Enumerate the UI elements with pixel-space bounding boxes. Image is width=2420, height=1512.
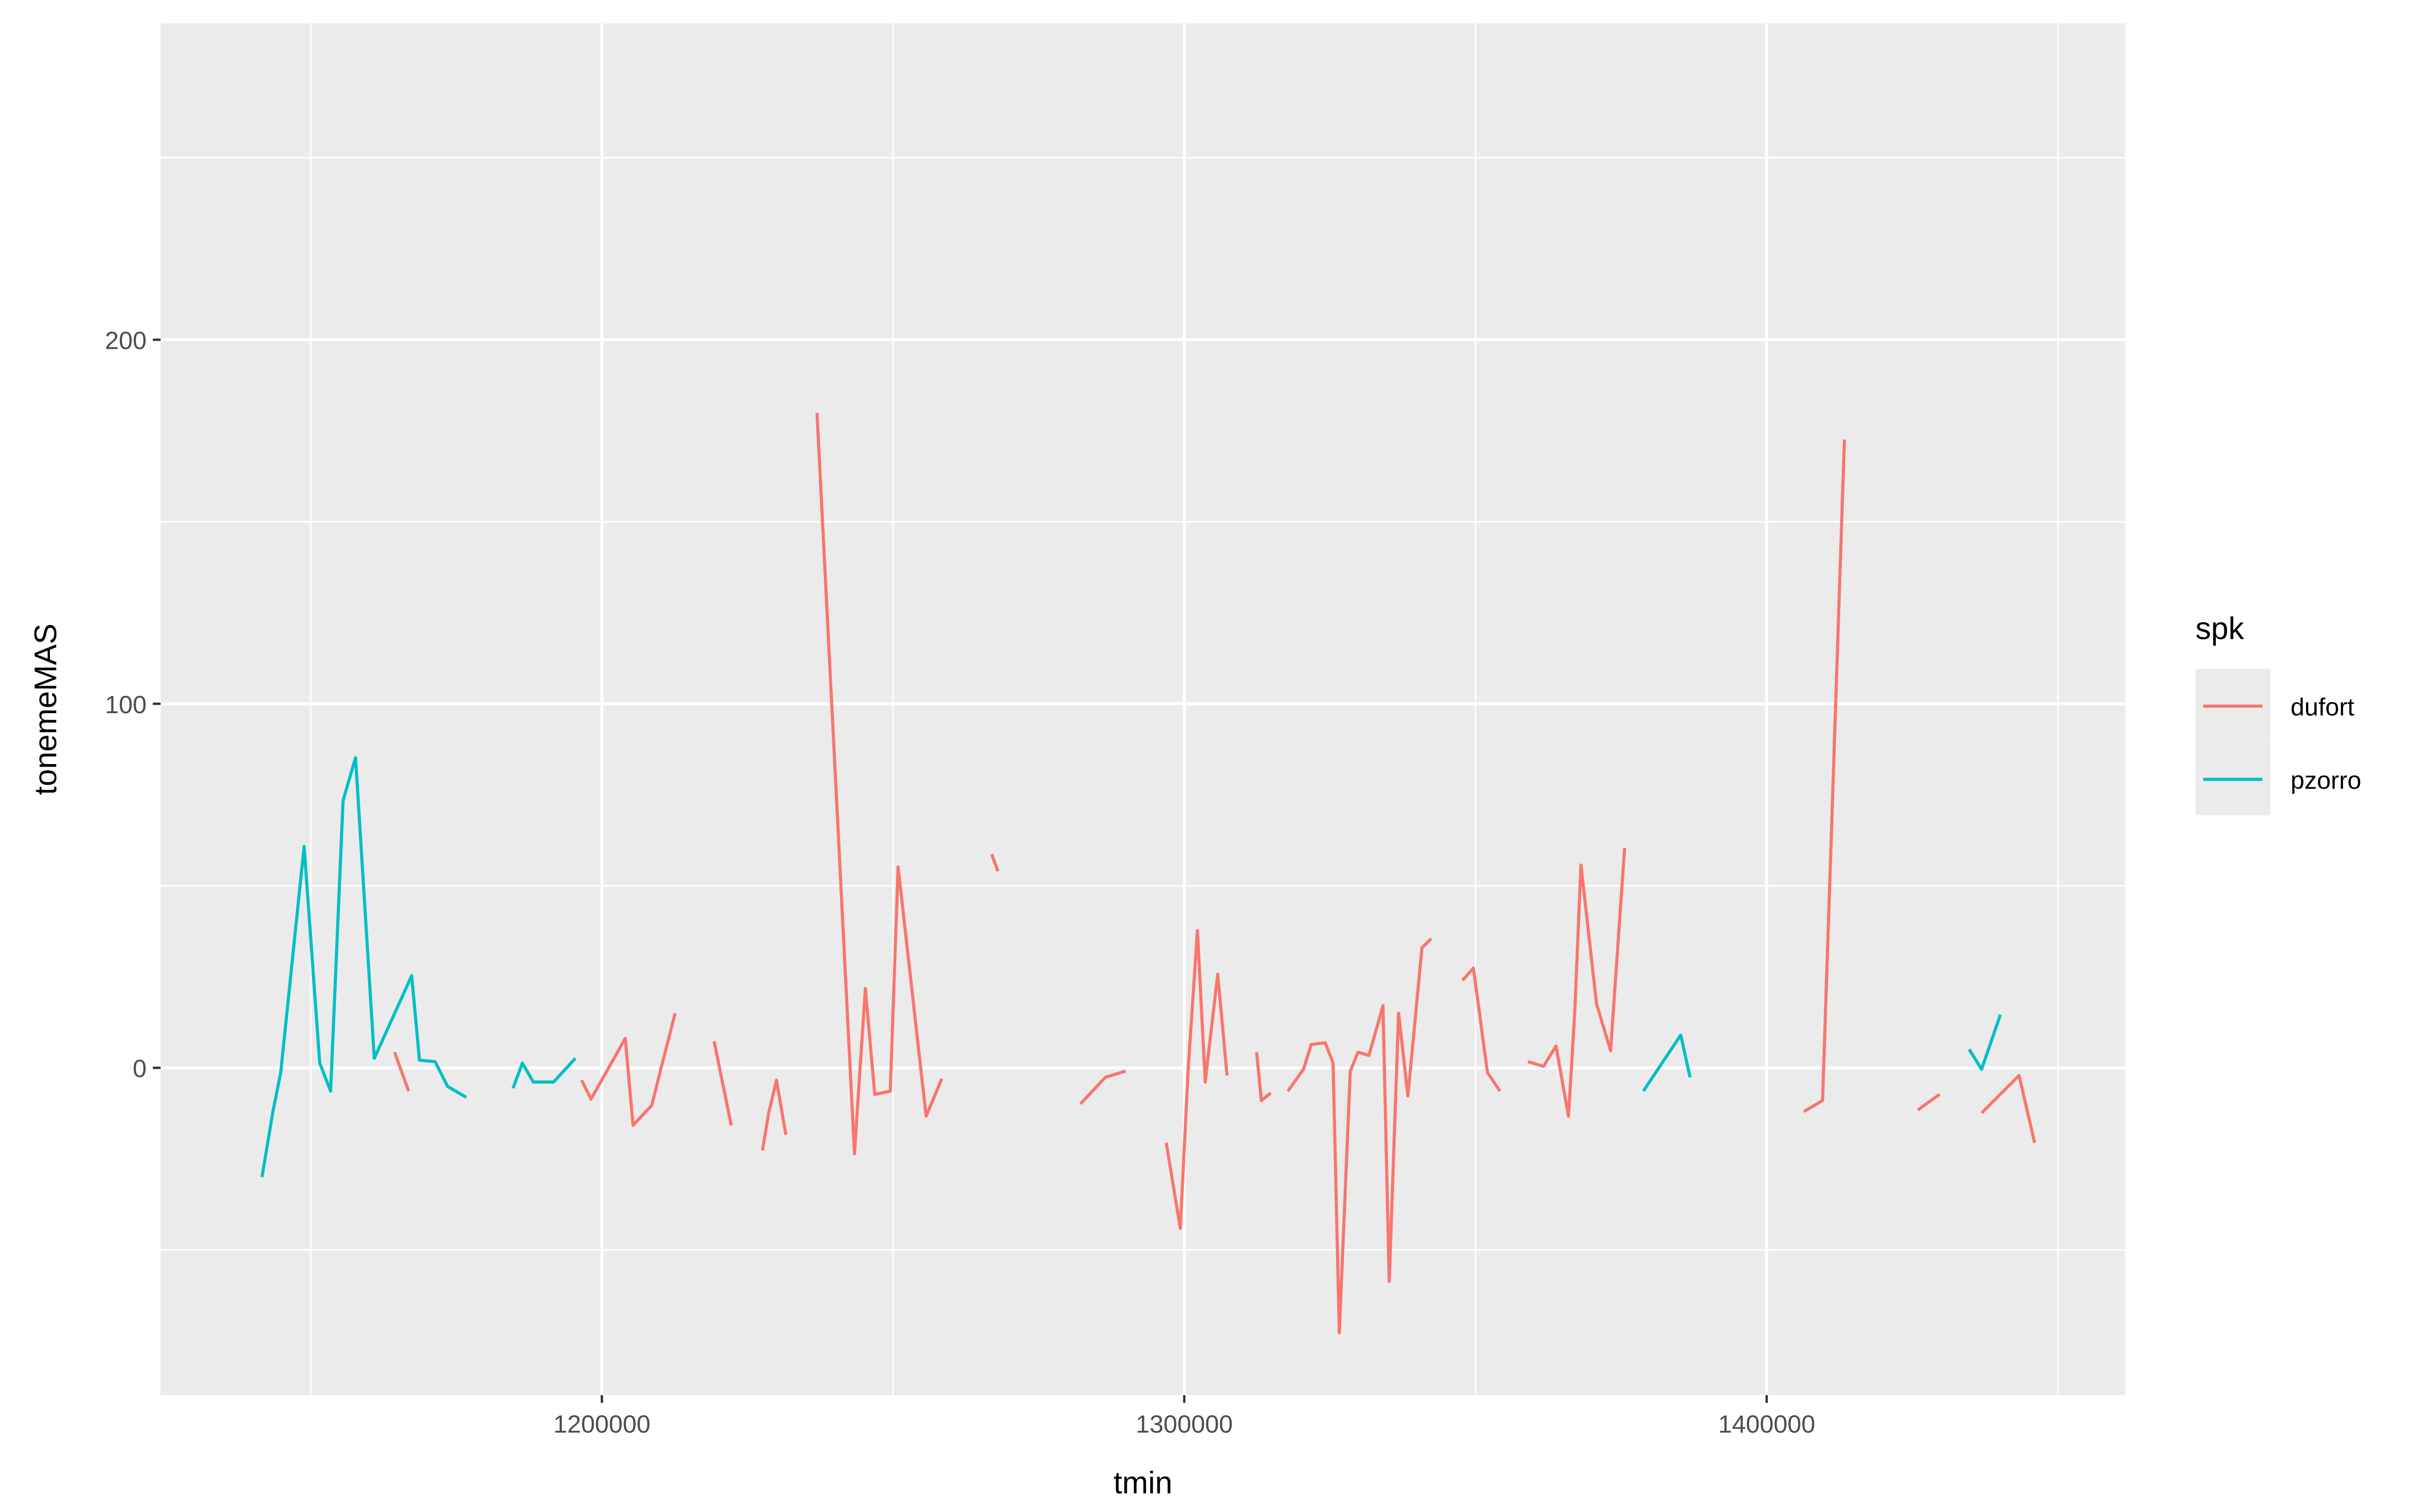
y-tick-label: 0	[133, 1055, 147, 1083]
line-segment-pzorro	[1968, 1014, 2002, 1071]
x-tick-label: 1400000	[1718, 1410, 1816, 1438]
x-tick-label: 1300000	[1136, 1410, 1233, 1438]
x-tick-label: 1200000	[554, 1410, 651, 1438]
axes: 1200000 1300000 1400000 0 100 200	[105, 327, 1815, 1438]
line-segment-dufort	[1461, 966, 1501, 1092]
y-tick-label: 200	[105, 327, 147, 355]
line-segment-pzorro	[511, 1057, 577, 1089]
line-segment-dufort	[1255, 1052, 1272, 1102]
line-segment-dufort	[393, 1051, 410, 1092]
plot-panel	[160, 23, 2126, 1396]
line-segment-dufort	[712, 1041, 733, 1126]
line-segment-dufort	[1286, 937, 1433, 1335]
legend-label-pzorro: pzorro	[2290, 767, 2361, 794]
line-segment-pzorro	[1642, 1033, 1692, 1092]
line-segment-dufort	[990, 853, 1000, 872]
line-segment-dufort	[1079, 1069, 1126, 1105]
y-tick-label: 100	[105, 691, 147, 719]
line-segment-pzorro	[260, 756, 467, 1177]
series-lines	[260, 413, 2036, 1335]
line-segment-dufort	[1165, 929, 1229, 1230]
grid	[160, 23, 2126, 1396]
line-segment-dufort	[1527, 848, 1626, 1118]
x-axis-title: tmin	[1114, 1466, 1173, 1500]
line-segment-dufort	[1803, 439, 1846, 1113]
legend: spk dufort pzorro	[2195, 611, 2362, 815]
legend-label-dufort: dufort	[2290, 694, 2354, 721]
line-segment-dufort	[815, 413, 943, 1156]
y-axis-title: tonemeMAS	[28, 623, 63, 795]
line-segment-dufort	[580, 1013, 677, 1127]
line-segment-dufort	[1980, 1074, 2036, 1144]
legend-title: spk	[2196, 611, 2245, 646]
line-segment-dufort	[761, 1079, 788, 1151]
line-segment-dufort	[1916, 1093, 1941, 1111]
